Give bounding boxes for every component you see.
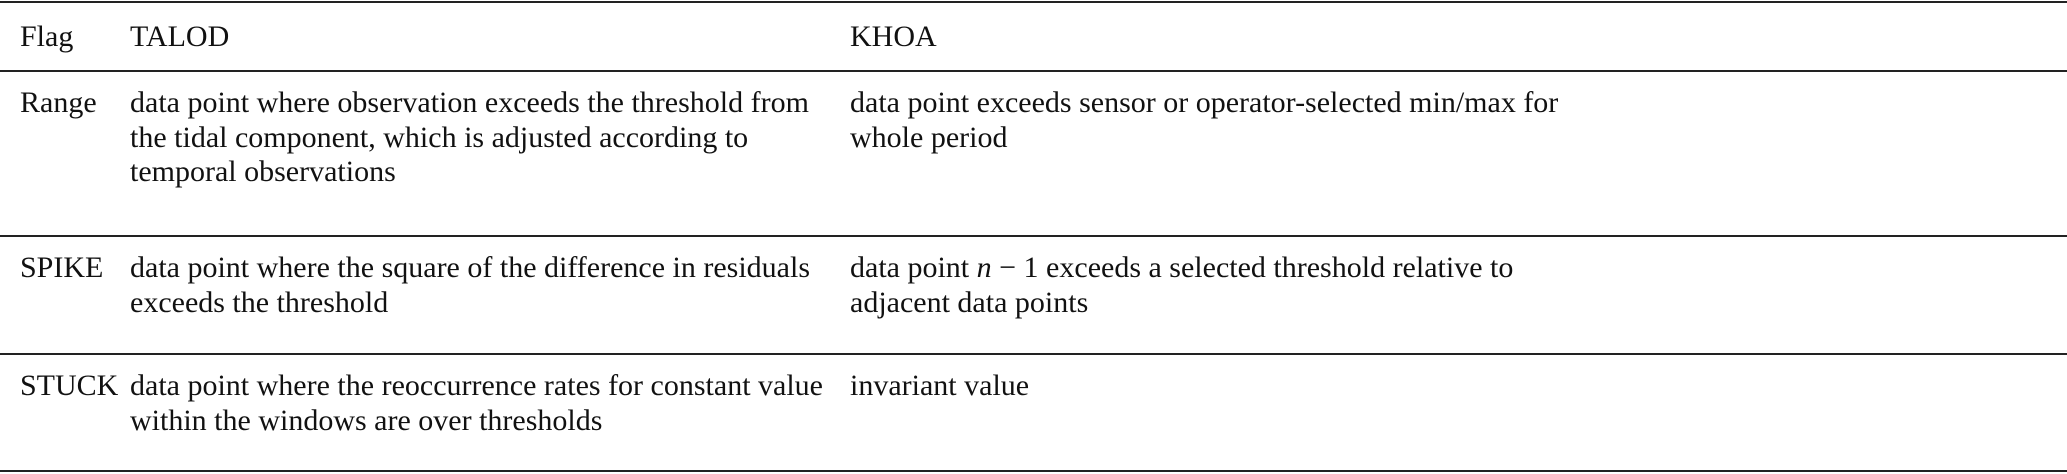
khoa-cell: invariant value [850, 354, 2067, 471]
flag-cell: STUCK [20, 369, 119, 402]
flag-cell: Range [20, 86, 97, 119]
khoa-cell: data point n − 1 exceeds a selected thre… [850, 236, 2067, 354]
cell-line: invariant value [850, 369, 1030, 402]
header-talod: TALOD [130, 20, 230, 53]
cell-line: exceeds the threshold [130, 285, 389, 319]
flag-cell: SPIKE [20, 251, 104, 284]
table-row: STUCK data point where the reoccurrence … [0, 354, 2067, 471]
talod-cell: data point where the reoccurrence rates … [130, 354, 850, 471]
cell-line: whole period [850, 120, 1008, 154]
cell-line: data point where the square of the diffe… [130, 251, 811, 284]
cell-line: within the windows are over thresholds [130, 403, 603, 437]
table-row: Range data point where observation excee… [0, 71, 2067, 236]
cell-line: data point exceeds sensor or operator-se… [850, 86, 1559, 119]
khoa-cell: data point exceeds sensor or operator-se… [850, 71, 2067, 236]
header-khoa: KHOA [850, 20, 937, 53]
cell-line: data point where observation exceeds the… [130, 86, 809, 119]
math-n: n [976, 251, 992, 284]
text-post: − 1 exceeds a selected threshold relativ… [991, 251, 1514, 284]
header-flag: Flag [20, 20, 74, 53]
cell-line: the tidal component, which is adjusted a… [130, 120, 749, 154]
talod-cell: data point where observation exceeds the… [130, 71, 850, 236]
cell-line: data point n − 1 exceeds a selected thre… [850, 251, 2067, 286]
header-row: Flag TALOD KHOA [0, 2, 2067, 71]
talod-cell: data point where the square of the diffe… [130, 236, 850, 354]
cell-line: data point where the reoccurrence rates … [130, 369, 823, 402]
table-row: SPIKE data point where the square of the… [0, 236, 2067, 354]
cell-line: temporal observations [130, 155, 396, 188]
text-pre: data point [850, 251, 977, 284]
cell-line: adjacent data points [850, 285, 1089, 319]
